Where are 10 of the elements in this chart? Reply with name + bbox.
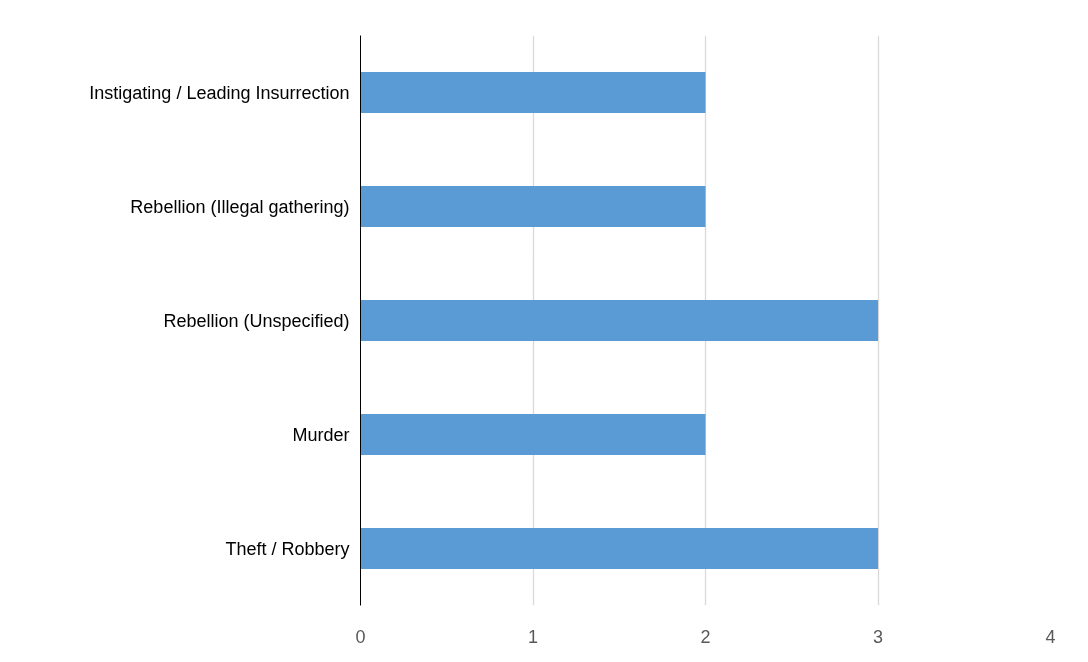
x-tick-label: 4 (1045, 626, 1056, 647)
y-tick-label: Instigating / Leading Insurrection (89, 82, 350, 103)
y-tick-label: Rebellion (Unspecified) (163, 310, 350, 331)
x-tick-label: 1 (527, 626, 539, 647)
x-tick-label: 3 (872, 626, 884, 647)
y-tick-label: Murder (292, 424, 350, 445)
x-tick-label: 2 (700, 626, 711, 647)
y-tick-label: Theft / Robbery (225, 538, 350, 559)
x-tick-label: 0 (355, 626, 366, 647)
y-tick-label: Rebellion (Illegal gathering) (130, 196, 350, 217)
